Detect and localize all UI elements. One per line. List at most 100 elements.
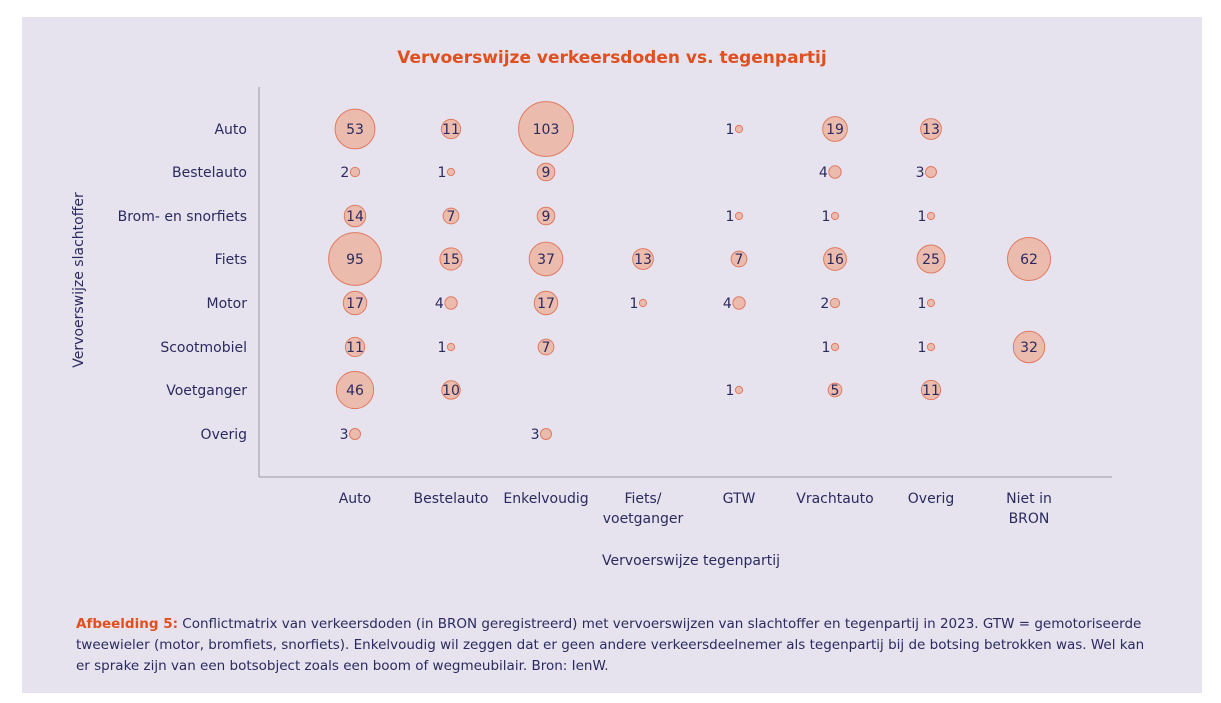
bubble xyxy=(528,241,564,277)
column-label: Bestelauto xyxy=(413,491,488,507)
caption-text: Conflictmatrix van verkeersdoden (in BRO… xyxy=(76,616,1145,674)
y-axis-title: Vervoerswijze slachtoffer xyxy=(71,192,87,368)
bubble xyxy=(537,338,555,356)
bubble xyxy=(822,116,848,142)
bubble-value: 5 xyxy=(831,383,840,399)
column-label: Niet in BRON xyxy=(1006,491,1052,527)
column-label: Fiets/voetganger xyxy=(603,491,684,527)
bubble-value: 25 xyxy=(922,252,940,268)
bubble xyxy=(439,247,463,271)
bubble xyxy=(632,248,654,270)
bubble-value: 1 xyxy=(437,165,446,181)
bubble-value: 13 xyxy=(922,122,940,138)
bubble xyxy=(334,108,376,150)
bubble xyxy=(446,167,456,177)
bubble xyxy=(823,247,847,271)
row-label: Voetganger xyxy=(166,383,247,399)
bubble-value: 1 xyxy=(917,296,926,312)
bubble-value: 37 xyxy=(537,252,555,268)
bubble xyxy=(536,206,556,226)
bubble xyxy=(344,336,366,358)
bubble xyxy=(342,290,368,316)
row-label: Fiets xyxy=(215,252,247,268)
bubble-value: 3 xyxy=(916,165,925,181)
bubble xyxy=(343,204,367,228)
bubble-value: 19 xyxy=(826,122,844,138)
bubble-value: 14 xyxy=(346,209,364,225)
row-label: Scootmobiel xyxy=(160,340,247,356)
bubble xyxy=(536,162,556,182)
bubble-value: 3 xyxy=(340,427,349,443)
row-label: Brom- en snorfiets xyxy=(118,209,247,225)
bubble-value: 4 xyxy=(435,296,444,312)
bubble-value: 1 xyxy=(725,209,734,225)
bubble xyxy=(734,385,744,395)
bubble-value: 32 xyxy=(1020,340,1038,356)
bubble-value: 1 xyxy=(629,296,638,312)
bubble xyxy=(734,211,744,221)
bubble xyxy=(446,342,456,352)
bubble-value: 13 xyxy=(634,252,652,268)
bubble-value: 1 xyxy=(821,209,830,225)
bubble xyxy=(926,298,936,308)
row-label: Overig xyxy=(201,427,247,443)
caption-label: Afbeelding 5: xyxy=(76,616,178,632)
bubble xyxy=(348,427,362,441)
bubble xyxy=(440,118,462,140)
bubble-value: 9 xyxy=(542,209,551,225)
bubble-value: 11 xyxy=(346,340,364,356)
column-label: Auto xyxy=(339,491,372,507)
chart-title: Vervoerswijze verkeersdoden vs. tegenpar… xyxy=(397,48,826,68)
row-label: Motor xyxy=(207,296,248,312)
bubble xyxy=(926,211,936,221)
bubble-value: 1 xyxy=(725,383,734,399)
figure-panel: Vervoerswijze verkeersdoden vs. tegenpar… xyxy=(22,17,1202,693)
bubble xyxy=(1007,237,1051,281)
bubble-value: 1 xyxy=(917,340,926,356)
bubble-value: 7 xyxy=(542,340,551,356)
column-label: Enkelvoudig xyxy=(503,491,588,507)
column-label: Vrachtauto xyxy=(796,491,873,507)
bubble xyxy=(732,296,746,310)
bubble-value: 62 xyxy=(1020,252,1038,268)
bubble xyxy=(730,250,748,268)
bubble-value: 11 xyxy=(922,383,940,399)
bubble xyxy=(328,232,382,286)
bubble-chart: Vervoerswijze verkeersdoden vs. tegenpar… xyxy=(71,48,1112,569)
bubble xyxy=(920,118,942,140)
bubble xyxy=(734,124,744,134)
bubble xyxy=(1012,330,1046,364)
bubble xyxy=(444,296,458,310)
bubble xyxy=(827,382,843,398)
bubble xyxy=(349,166,361,178)
bubble-value: 10 xyxy=(442,383,460,399)
bubble-value: 46 xyxy=(346,383,364,399)
bubble-value: 7 xyxy=(735,252,744,268)
bubble xyxy=(442,207,460,225)
column-label: Overig xyxy=(908,491,954,507)
bubble-value: 9 xyxy=(542,165,551,181)
bubble-value: 11 xyxy=(442,122,460,138)
x-axis-title: Vervoerswijze tegenpartij xyxy=(602,553,780,569)
bubble xyxy=(828,165,842,179)
bubble-value: 3 xyxy=(531,427,540,443)
bubble-value: 2 xyxy=(820,296,829,312)
bubble-value: 95 xyxy=(346,252,364,268)
bubble-value: 1 xyxy=(725,122,734,138)
bubble-value: 4 xyxy=(819,165,828,181)
bubble-value: 17 xyxy=(537,296,555,312)
bubble-value: 17 xyxy=(346,296,364,312)
bubble-value: 4 xyxy=(723,296,732,312)
bubble-value: 1 xyxy=(821,340,830,356)
bubble xyxy=(335,370,375,410)
bubble-value: 1 xyxy=(437,340,446,356)
bubble-value: 16 xyxy=(826,252,844,268)
bubble xyxy=(539,427,553,441)
bubble-value: 53 xyxy=(346,122,364,138)
bubble xyxy=(829,297,841,309)
column-label: GTW xyxy=(723,491,756,507)
bubble xyxy=(441,380,461,400)
row-label: Auto xyxy=(214,122,247,138)
bubble xyxy=(518,101,574,157)
bubble xyxy=(533,290,559,316)
